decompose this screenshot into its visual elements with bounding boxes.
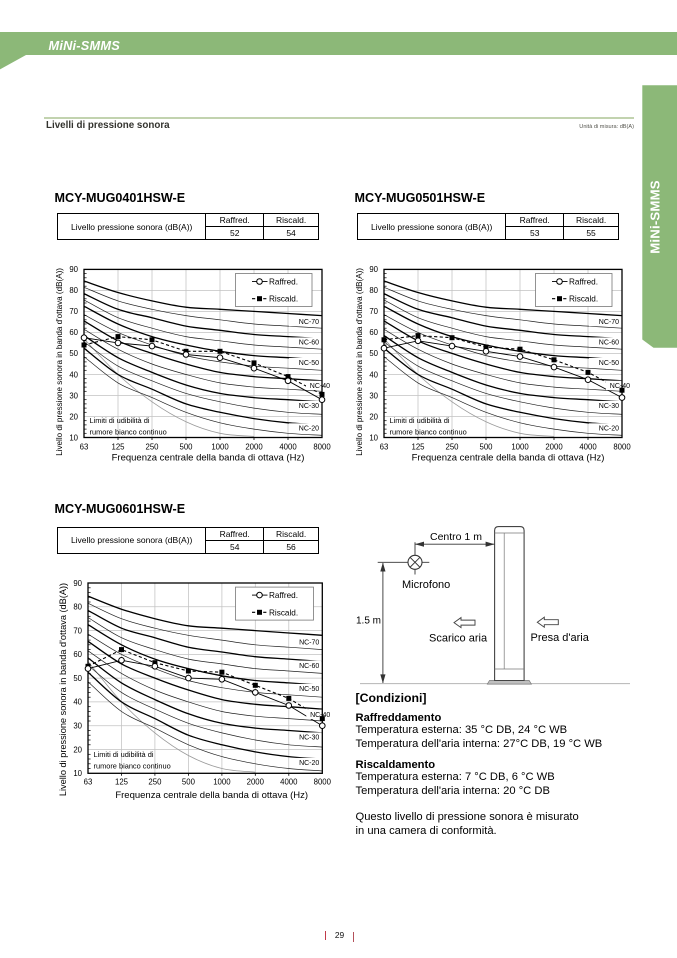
svg-text:NC-20: NC-20 (299, 760, 319, 767)
svg-text:60: 60 (69, 328, 78, 337)
svg-text:4000: 4000 (279, 442, 297, 451)
svg-text:80: 80 (73, 603, 82, 612)
svg-text:Livello di pressione sonora in: Livello di pressione sonora in banda d'o… (355, 268, 364, 456)
svg-text:Riscald.: Riscald. (269, 295, 298, 304)
svg-text:60: 60 (369, 328, 378, 337)
svg-text:500: 500 (179, 442, 193, 451)
svg-text:Raffred.: Raffred. (269, 278, 298, 287)
svg-text:NC-40: NC-40 (610, 383, 630, 390)
svg-text:NC-30: NC-30 (299, 403, 319, 410)
svg-text:NC-40: NC-40 (310, 712, 330, 719)
svg-text:Limiti di udibilità di: Limiti di udibilità di (390, 416, 450, 425)
svg-text:NC-50: NC-50 (299, 360, 319, 367)
svg-text:80: 80 (369, 286, 378, 295)
svg-text:50: 50 (73, 674, 82, 683)
svg-text:MiNi-SMMS: MiNi-SMMS (648, 180, 663, 254)
svg-text:NC-20: NC-20 (299, 426, 319, 433)
svg-text:90: 90 (73, 579, 82, 588)
svg-text:4000: 4000 (579, 442, 597, 451)
svg-text:rumore bianco continuo: rumore bianco continuo (94, 761, 171, 770)
svg-text:80: 80 (69, 286, 78, 295)
svg-text:63: 63 (80, 442, 89, 451)
svg-text:30: 30 (369, 391, 378, 400)
svg-text:250: 250 (445, 442, 459, 451)
svg-text:20: 20 (369, 412, 378, 421)
svg-text:Limiti di udibilità di: Limiti di udibilità di (94, 750, 154, 759)
svg-text:NC-60: NC-60 (599, 340, 619, 347)
svg-text:70: 70 (369, 307, 378, 316)
svg-text:NC-70: NC-70 (299, 640, 319, 647)
svg-text:Scarico aria: Scarico aria (429, 632, 488, 644)
svg-text:NC-70: NC-70 (599, 319, 619, 326)
svg-text:NC-30: NC-30 (299, 735, 319, 742)
svg-text:250: 250 (145, 442, 159, 451)
svg-text:Riscald.: Riscald. (269, 608, 298, 617)
svg-text:70: 70 (73, 626, 82, 635)
svg-text:Frequenza centrale della banda: Frequenza centrale della banda di ottava… (115, 790, 308, 801)
svg-text:8000: 8000 (613, 442, 631, 451)
svg-text:Livello di pressione sonora in: Livello di pressione sonora in banda d'o… (55, 268, 64, 456)
svg-text:NC-20: NC-20 (599, 426, 619, 433)
svg-text:30: 30 (69, 391, 78, 400)
svg-text:Presa d'aria: Presa d'aria (531, 632, 590, 644)
svg-text:Limiti di udibilità di: Limiti di udibilità di (90, 416, 150, 425)
svg-text:10: 10 (69, 433, 78, 442)
svg-text:4000: 4000 (280, 777, 298, 786)
svg-text:2000: 2000 (545, 442, 563, 451)
svg-text:NC-50: NC-50 (299, 686, 319, 693)
svg-text:8000: 8000 (314, 777, 332, 786)
svg-text:1000: 1000 (511, 442, 529, 451)
svg-text:250: 250 (148, 777, 162, 786)
svg-text:40: 40 (369, 370, 378, 379)
svg-text:NC-30: NC-30 (599, 403, 619, 410)
svg-text:Raffred.: Raffred. (269, 591, 298, 600)
svg-text:10: 10 (73, 769, 82, 778)
svg-text:30: 30 (73, 722, 82, 731)
svg-text:Raffred.: Raffred. (569, 278, 598, 287)
svg-text:125: 125 (411, 442, 425, 451)
svg-text:1000: 1000 (211, 442, 229, 451)
svg-text:125: 125 (115, 777, 129, 786)
svg-text:90: 90 (369, 265, 378, 274)
svg-text:1000: 1000 (213, 777, 231, 786)
svg-text:2000: 2000 (247, 777, 265, 786)
svg-text:NC-50: NC-50 (599, 360, 619, 367)
svg-text:rumore bianco continuo: rumore bianco continuo (390, 428, 467, 437)
svg-text:50: 50 (369, 349, 378, 358)
svg-text:Riscald.: Riscald. (569, 295, 598, 304)
svg-text:10: 10 (369, 433, 378, 442)
svg-text:50: 50 (69, 349, 78, 358)
svg-text:70: 70 (69, 307, 78, 316)
svg-text:60: 60 (73, 650, 82, 659)
svg-text:Frequenza centrale della banda: Frequenza centrale della banda di ottava… (112, 452, 305, 463)
svg-text:NC-60: NC-60 (299, 340, 319, 347)
svg-text:Microfono: Microfono (402, 579, 450, 591)
svg-text:63: 63 (84, 777, 93, 786)
svg-text:500: 500 (182, 777, 196, 786)
svg-text:8000: 8000 (313, 442, 331, 451)
svg-text:NC-60: NC-60 (299, 663, 319, 670)
svg-text:1.5 m: 1.5 m (356, 616, 381, 627)
svg-text:NC-40: NC-40 (310, 383, 330, 390)
svg-text:20: 20 (69, 412, 78, 421)
svg-text:Centro 1 m: Centro 1 m (430, 531, 482, 543)
svg-text:500: 500 (479, 442, 493, 451)
svg-text:Frequenza centrale della banda: Frequenza centrale della banda di ottava… (412, 452, 605, 463)
svg-text:NC-70: NC-70 (299, 319, 319, 326)
svg-text:rumore bianco continuo: rumore bianco continuo (90, 428, 167, 437)
svg-text:2000: 2000 (245, 442, 263, 451)
svg-text:Livello di pressione sonora in: Livello di pressione sonora in banda d'o… (58, 583, 68, 796)
svg-text:63: 63 (380, 442, 389, 451)
svg-text:125: 125 (111, 442, 125, 451)
svg-text:40: 40 (69, 370, 78, 379)
svg-text:90: 90 (69, 265, 78, 274)
svg-text:40: 40 (73, 698, 82, 707)
svg-text:20: 20 (73, 745, 82, 754)
